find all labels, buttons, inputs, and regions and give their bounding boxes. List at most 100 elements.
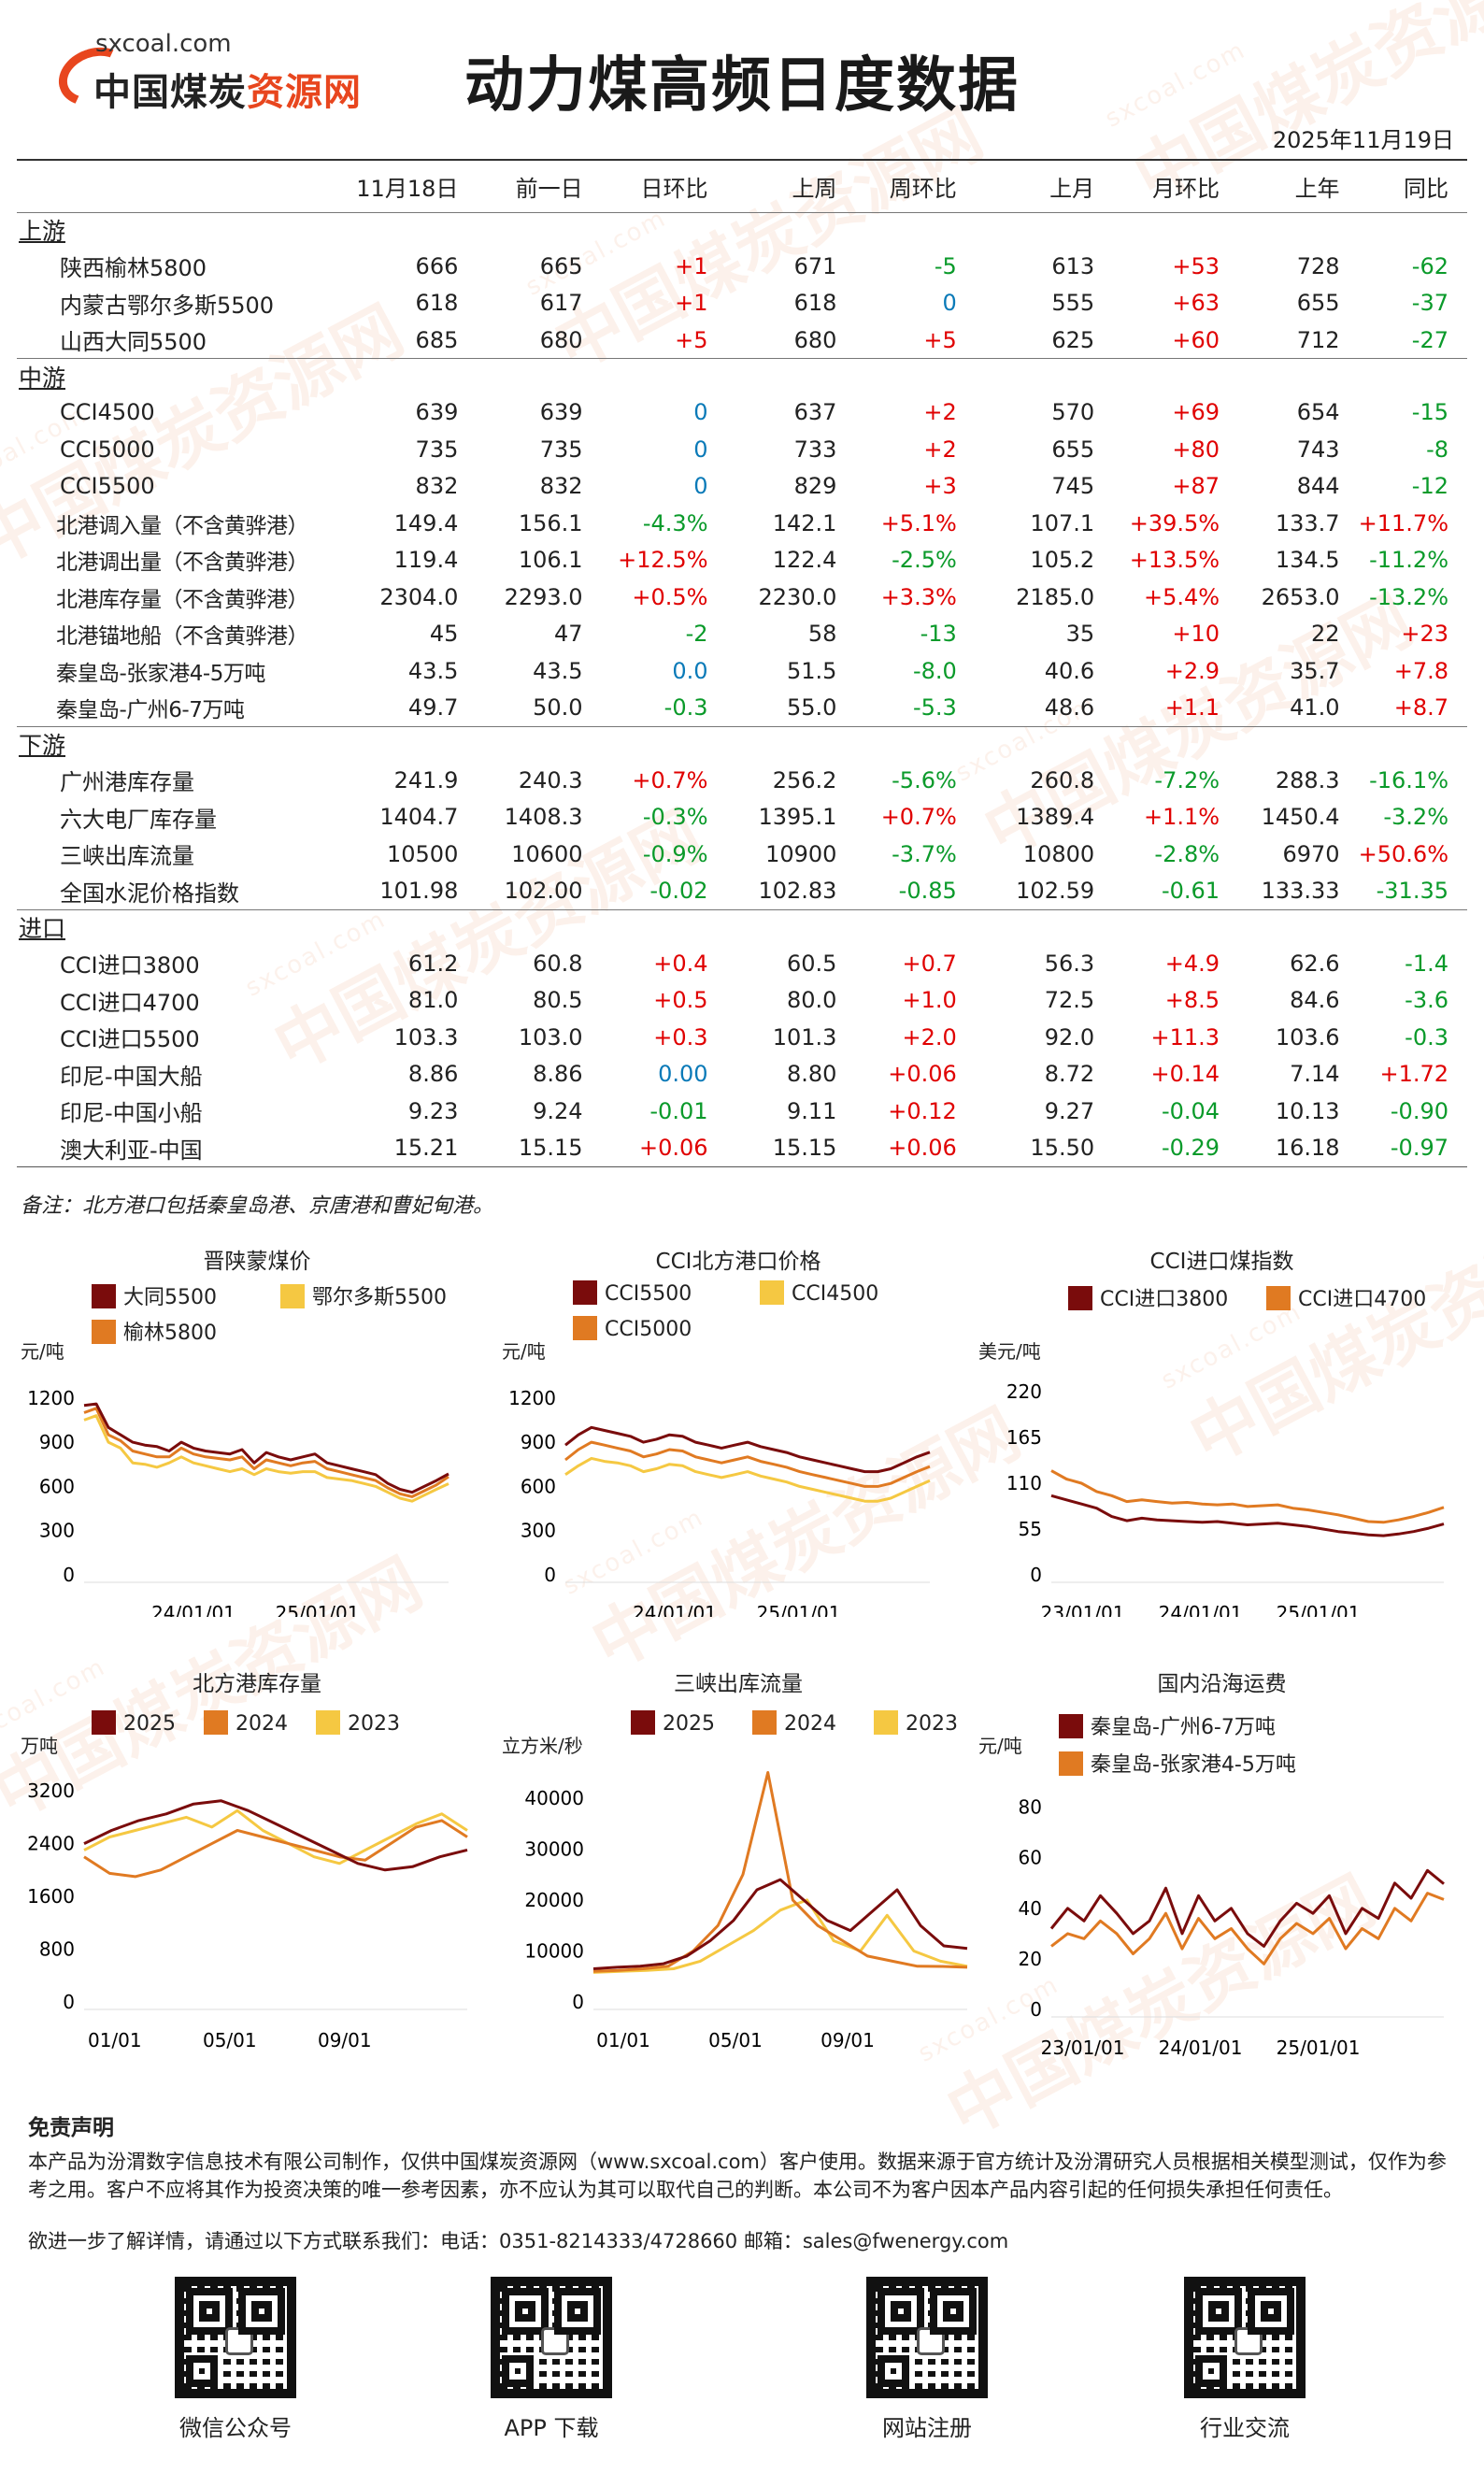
legend-item: 2024 [752, 1710, 836, 1736]
cell-value: -2.8% [1154, 840, 1220, 867]
cell-value: 655 [1296, 290, 1340, 317]
x-tick-label: 25/01/01 [757, 1602, 841, 1617]
series-line [83, 1808, 468, 1865]
cell-value: 832 [539, 473, 583, 500]
cell-value: 8.80 [787, 1061, 837, 1088]
cell-value: 2293.0 [504, 583, 583, 610]
cell-value: -0.3 [664, 694, 708, 721]
x-tick-label: 24/01/01 [633, 1602, 717, 1617]
cell-value: +1 [675, 290, 708, 317]
cell-value: 101.98 [379, 878, 459, 904]
y-tick-label: 30000 [524, 1837, 584, 1860]
cell-value: +69 [1172, 399, 1220, 426]
y-tick-label: 300 [39, 1520, 75, 1542]
chart-c6: 0 20 40 60 80 23/01/01 24/01/01 25/01/01 国内沿海运费秦… [977, 1665, 1467, 2058]
cell-value: 735 [415, 436, 459, 463]
cell-value: -3.7% [892, 840, 957, 867]
qr-label: APP 下载 [504, 2415, 599, 2441]
qr-app[interactable]: APP 下载 [449, 2277, 654, 2442]
legend-swatch [92, 1710, 116, 1735]
x-tick-label: 25/01/01 [276, 1602, 360, 1617]
cell-value: 735 [539, 436, 583, 463]
section-title: 下游 [19, 732, 66, 760]
legend-swatch [1266, 1286, 1291, 1310]
cell-value: 241.9 [393, 766, 459, 793]
y-tick-label: 20 [1019, 1948, 1042, 1970]
cell-value: 35.7 [1290, 657, 1340, 684]
cell-value: -0.3% [642, 804, 708, 831]
cell-value: 288.3 [1275, 766, 1340, 793]
cell-value: 103.6 [1275, 1023, 1340, 1051]
cell-value: 142.1 [772, 509, 837, 536]
cell-value: 22 [1311, 621, 1340, 648]
row-label: 北港调入量（不含黄骅港） [56, 513, 309, 538]
table-row: CCI进口5500 103.3 103.0 +0.3 101.3 +2.0 92.0 +11.… [17, 1019, 1467, 1056]
cell-value: +11.3 [1150, 1023, 1220, 1051]
qr-website[interactable]: 网站注册 [824, 2277, 1030, 2442]
cell-value: -12 [1411, 473, 1448, 500]
legend-item: 榆林5800 [92, 1316, 217, 1346]
qr-label: 行业交流 [1200, 2415, 1290, 2441]
row-label: CCI进口5500 [60, 1026, 200, 1053]
cell-value: 35 [1065, 621, 1095, 648]
cell-value: 81.0 [407, 987, 459, 1014]
cell-value: +11.7% [1358, 509, 1448, 536]
cell-value: 639 [539, 399, 583, 426]
legend-swatch [573, 1316, 597, 1340]
legend-item: CCI进口3800 [1068, 1282, 1228, 1312]
cell-value: 685 [415, 326, 459, 353]
cell-value: -15 [1411, 399, 1448, 426]
section-row: 下游 [17, 725, 1467, 762]
cell-value: 256.2 [772, 766, 837, 793]
cell-value: 743 [1296, 436, 1340, 463]
y-tick-label: 0 [544, 1564, 556, 1586]
cell-value: +60 [1172, 326, 1220, 353]
cell-value: 15.15 [726, 1129, 856, 1167]
table-row: CCI进口4700 81.0 80.5 +0.5 80.0 +1.0 72.5 +8.5 84.… [17, 982, 1467, 1020]
cell-value: -13.2% [1369, 583, 1448, 610]
y-tick-label: 800 [39, 1938, 75, 1961]
cell-value: 655 [1051, 436, 1095, 463]
cell-value: 107.1 [1030, 509, 1095, 536]
x-tick-label: 09/01 [820, 2029, 875, 2051]
y-tick-label: 1200 [508, 1387, 556, 1409]
qr-wechat[interactable]: 微信公众号 [133, 2277, 338, 2442]
legend-label: 2025 [123, 1712, 176, 1736]
table-row: CCI5500 832 832 0 829 +3 745 +87 844 -12 [17, 468, 1467, 506]
cell-value: -8 [1426, 436, 1448, 463]
row-label: 澳大利亚-中国 [17, 1129, 308, 1167]
chart-title: 北方港库存量 [193, 1672, 321, 1696]
row-label: 北港锚地船（不含黄骅港） [56, 624, 309, 650]
legend-label: 鄂尔多斯5500 [312, 1286, 447, 1309]
row-label: 陕西榆林5800 [60, 255, 207, 282]
cell-value: 10800 [1022, 840, 1095, 867]
legend-swatch [874, 1710, 898, 1735]
legend-item: 秦皇岛-张家港4-5万吨 [1059, 1748, 1296, 1778]
column-header: 同比 [1358, 159, 1467, 213]
cell-value: 654 [1296, 399, 1340, 426]
cell-value: +2 [923, 399, 957, 426]
chart-c5: 0 10000 20000 30000 40000 01/01 05/01 09/01 三峡出库… [500, 1665, 977, 2058]
cell-value: -7.2% [1154, 766, 1220, 793]
row-label: 全国水泥价格指数 [60, 879, 239, 907]
data-table: 11月18日 前一日 日环比 上周 周环比 上月 月环比 上年 同比 上游 陕西榆林5800 666… [17, 159, 1467, 1167]
cell-value: 832 [415, 473, 459, 500]
cell-value: -8.0 [912, 657, 957, 684]
legend-label: 大同5500 [123, 1286, 217, 1309]
qr-community[interactable]: 行业交流 [1142, 2277, 1348, 2442]
cell-value: +0.7% [632, 766, 708, 793]
series-line [1050, 1469, 1445, 1524]
row-label: CCI5500 [60, 473, 155, 500]
x-tick-label: 01/01 [88, 2029, 142, 2051]
table-row: 六大电厂库存量 1404.7 1408.3 -0.3% 1395.1 +0.7% 1389.… [17, 799, 1467, 836]
cell-value: 58 [807, 621, 837, 648]
x-tick-label: 23/01/01 [1041, 1602, 1125, 1617]
x-tick-label: 25/01/01 [1277, 2037, 1361, 2058]
cell-value: 133.33 [1261, 878, 1340, 904]
cell-value: 10900 [765, 840, 837, 867]
section-title: 上游 [19, 218, 66, 246]
legend-swatch [204, 1710, 228, 1735]
cell-value: 260.8 [1030, 766, 1095, 793]
contact-info: 欲进一步了解详情，请通过以下方式联系我们：电话：0351-8214333/472… [28, 2230, 1009, 2252]
cell-value: +3.3% [880, 583, 957, 610]
